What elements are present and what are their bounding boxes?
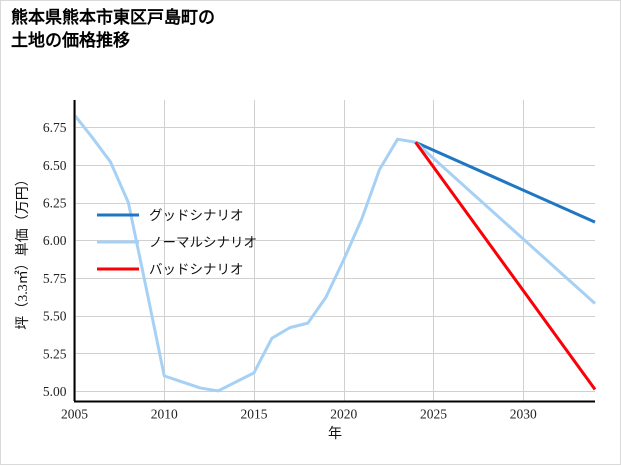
legend-label-0: グッドシナリオ [149, 208, 244, 223]
y-tick-label: 6.75 [43, 120, 67, 135]
x-tick-label: 2010 [151, 407, 178, 422]
y-axis-tick-labels: 5.00 5.25 5.50 5.75 6.00 6.25 6.50 6.75 [43, 120, 67, 399]
axis-spines [73, 100, 595, 403]
legend-label-1: ノーマルシナリオ [149, 235, 257, 250]
y-tick-label: 6.00 [43, 233, 67, 248]
x-tick-label: 2005 [61, 407, 88, 422]
y-tick-label: 5.50 [43, 309, 67, 324]
legend-label-2: バッドシナリオ [149, 262, 244, 277]
x-axis-tick-labels: 2005 2010 2015 2020 2025 2030 [61, 407, 537, 422]
grid-lines [74, 100, 595, 402]
x-tick-label: 2030 [510, 407, 537, 422]
x-tick-label: 2020 [330, 407, 357, 422]
x-axis-title: 年 [328, 426, 342, 442]
y-tick-label: 6.25 [43, 196, 67, 211]
x-tick-label: 2015 [240, 407, 267, 422]
x-tick-label: 2025 [420, 407, 447, 422]
y-tick-label: 5.00 [43, 384, 67, 399]
y-axis-title: 坪（3.3㎡）単価（万円） [15, 172, 31, 330]
data-series [73, 114, 597, 393]
y-tick-label: 6.50 [43, 158, 67, 173]
y-tick-label: 5.75 [43, 271, 67, 286]
series-line-0 [414, 140, 596, 224]
y-tick-label: 5.25 [43, 346, 67, 361]
series-line-2 [414, 141, 597, 391]
series-line-1 [73, 114, 597, 393]
chart-title: 熊本県熊本市東区戸島町の 土地の価格推移 [11, 8, 215, 50]
